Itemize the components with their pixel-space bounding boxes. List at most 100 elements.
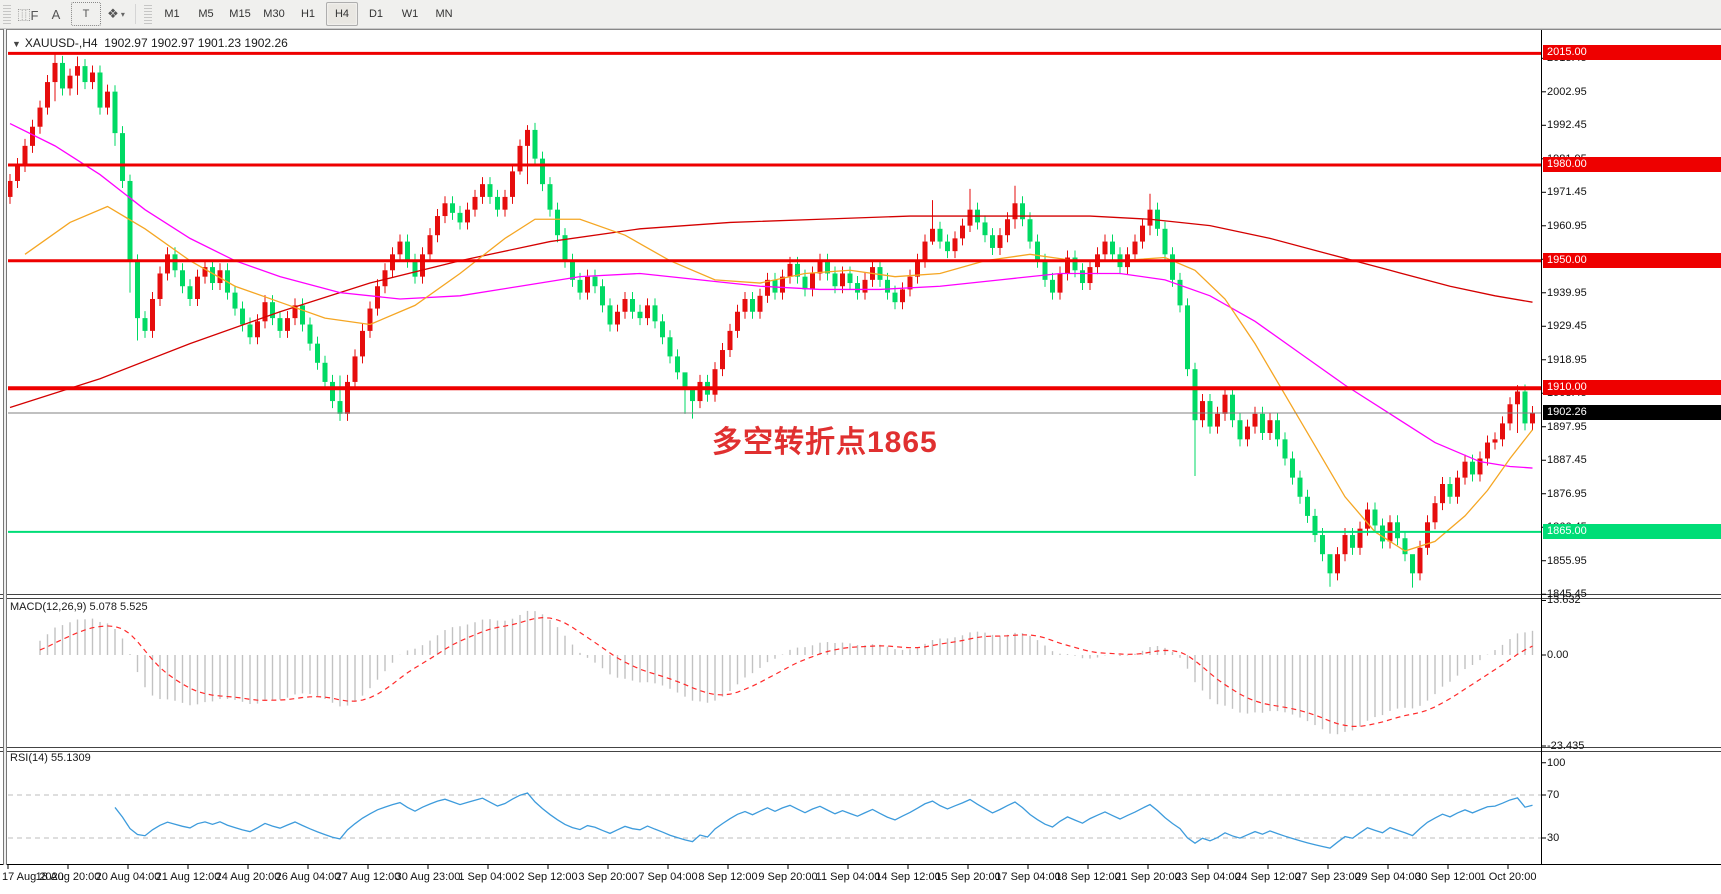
symbol-ohlc-line: ▼ XAUUSD-,H4 1902.97 1902.97 1901.23 1902… [12, 36, 288, 50]
timeframe-button-M5[interactable]: M5 [198, 8, 214, 20]
candle [885, 279, 890, 293]
macd-panel-divider[interactable] [0, 594, 1721, 599]
candle [495, 196, 500, 210]
candle [1237, 420, 1243, 440]
timeframe-button-M1[interactable]: M1 [164, 8, 180, 20]
candle [742, 298, 748, 312]
candle [600, 286, 605, 306]
time-axis-label: 27 Aug 12:00 [335, 871, 401, 883]
candle [585, 276, 590, 293]
price-axis-label: 2002.95 [1547, 85, 1587, 98]
candle [1207, 401, 1213, 427]
candle [60, 62, 65, 89]
candle [712, 369, 718, 395]
candle [1260, 413, 1265, 433]
candle [780, 276, 785, 293]
candle [862, 279, 868, 293]
rsi-panel-divider[interactable] [0, 747, 1721, 752]
candle [367, 308, 373, 331]
candle [315, 343, 320, 363]
candle [1155, 209, 1160, 229]
timeframe-button-W1[interactable]: W1 [401, 8, 419, 20]
candle [877, 267, 883, 280]
timeframe-button-MN[interactable]: MN [435, 8, 453, 20]
candle [195, 276, 200, 299]
candle [1222, 394, 1228, 414]
candle [67, 75, 73, 89]
timeframe-button-M15[interactable]: M15 [229, 8, 251, 20]
candle [1080, 270, 1085, 284]
price-axis-label: 1971.45 [1547, 186, 1587, 199]
chart-grid-f-icon[interactable]: ⿲F [17, 7, 39, 23]
candle [540, 158, 545, 185]
candle [277, 318, 283, 331]
price-level-badge-1865.00: 1865.00 [1543, 523, 1721, 539]
candle [787, 263, 793, 277]
macd-axis-label: 13.632 [1547, 594, 1581, 607]
candle [802, 276, 808, 290]
time-axis-label: 26 Aug 04:00 [275, 871, 341, 883]
timeframe-button-H4[interactable]: H4 [326, 2, 358, 26]
timeframe-drag-handle[interactable] [144, 4, 152, 24]
candle [855, 283, 860, 293]
price-axis-label: 1876.95 [1547, 487, 1587, 500]
candle [375, 286, 380, 309]
drawing-arrows-icon[interactable]: ❖ ▾ [107, 6, 125, 21]
candle [1417, 547, 1423, 574]
candle [930, 228, 935, 242]
candle [1012, 203, 1018, 220]
candle [525, 129, 530, 146]
toolbar-separator [135, 4, 136, 24]
candle [1072, 257, 1078, 271]
candle [1200, 401, 1205, 421]
collapse-arrow-icon[interactable]: ▼ [12, 39, 21, 49]
toolbar-drag-handle[interactable] [3, 4, 11, 24]
candle [307, 324, 313, 344]
candle [45, 82, 50, 108]
candle [1447, 484, 1453, 497]
chart-annotation-text[interactable]: 多空转折点1865 [712, 426, 938, 459]
candle [1327, 554, 1333, 574]
candle [795, 263, 800, 277]
candle [1395, 522, 1400, 539]
candle [532, 129, 538, 159]
candle [1492, 439, 1498, 443]
candle [472, 196, 478, 210]
candle [1485, 442, 1490, 459]
price-axis-label: 1929.45 [1547, 320, 1587, 333]
timeframe-button-D1[interactable]: D1 [368, 8, 384, 20]
candle [487, 184, 493, 197]
dropdown-caret-icon[interactable]: ▾ [120, 9, 125, 19]
text-tool-icon[interactable]: T [71, 2, 101, 26]
candlestick-layer [8, 52, 1535, 588]
candle [1462, 461, 1468, 478]
candle [900, 289, 905, 303]
price-axis-label: 1897.95 [1547, 420, 1587, 433]
window-left-edge [3, 29, 7, 865]
candle [112, 91, 118, 134]
candle [817, 260, 823, 274]
price-axis-label: 1887.45 [1547, 454, 1587, 467]
time-axis-label: 18 Sep 12:00 [1055, 871, 1121, 883]
candle [765, 279, 770, 296]
candle [847, 273, 853, 284]
price-level-badge-2015.00: 2015.00 [1543, 45, 1721, 61]
text-label-icon[interactable]: A [51, 6, 61, 22]
candle [1425, 522, 1430, 548]
time-axis-label: 8 Sep 12:00 [698, 871, 758, 883]
time-axis-label: 24 Aug 20:00 [215, 871, 281, 883]
time-axis-label: 2 Sep 12:00 [518, 871, 578, 883]
candle [1140, 225, 1145, 242]
timeframe-button-H1[interactable]: H1 [300, 8, 316, 20]
candle [727, 330, 733, 351]
rsi-axis-label: 100 [1547, 756, 1566, 769]
timeframe-button-M30[interactable]: M30 [263, 8, 285, 20]
candle [187, 286, 193, 299]
candle [360, 330, 365, 357]
candle [75, 66, 80, 76]
time-axis-label: 27 Sep 23:00 [1295, 871, 1361, 883]
candle [967, 209, 973, 226]
candle [1245, 426, 1250, 440]
time-axis-label: 3 Sep 20:00 [578, 871, 638, 883]
